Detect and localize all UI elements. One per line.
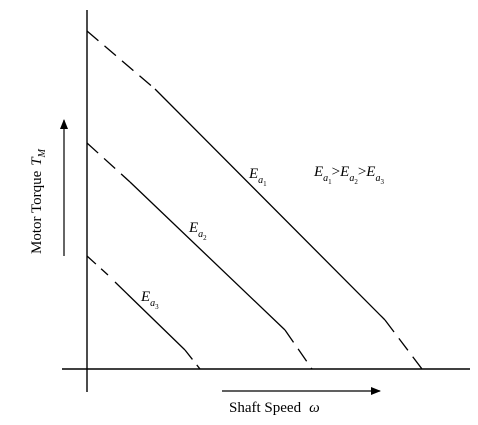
series-label-ea1: Ea1 [248, 166, 267, 188]
series-label-ea2: Ea2 [188, 220, 207, 242]
series-line-ea1 [86, 30, 423, 370]
series-label-ea3: Ea3 [140, 289, 159, 311]
x-axis-label: Shaft Speed ω [229, 400, 320, 416]
relation-annotation: Ea1>Ea2>Ea3 [313, 164, 384, 186]
series-line-ea3 [86, 255, 201, 370]
y-axis-label: Motor TorqueTM [29, 148, 48, 254]
series-line-ea2 [86, 142, 313, 370]
